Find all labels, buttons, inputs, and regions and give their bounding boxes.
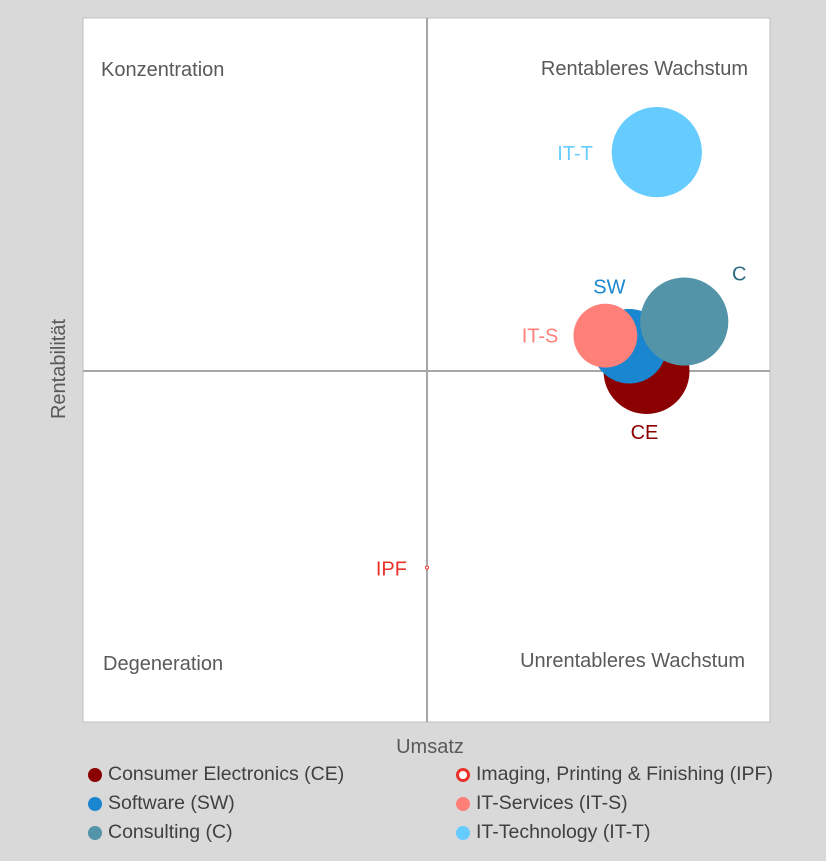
quadrant-label-top-left: Konzentration: [101, 59, 224, 81]
quadrant-label-bottom-right: Unrentableres Wachstum: [520, 650, 745, 672]
legend-item-c[interactable]: Consulting (C): [88, 818, 233, 847]
legend-label: Software (SW): [108, 792, 235, 814]
bubble-series: CE IPF SW IT-S C IT-T: [376, 107, 746, 581]
bubble-c[interactable]: [640, 277, 729, 366]
legend-marker-it-t-icon: [456, 825, 470, 840]
data-label-ce: CE: [631, 422, 659, 444]
legend-label: Imaging, Printing & Finishing (IPF): [476, 763, 773, 785]
bubble-ipf[interactable]: [424, 565, 430, 570]
bubble-it-t[interactable]: [611, 107, 702, 198]
data-label-it-t: IT-T: [557, 143, 593, 165]
legend-item-it-s[interactable]: IT-Services (IT-S): [456, 789, 628, 818]
data-label-c: C: [732, 264, 746, 286]
legend-item-sw[interactable]: Software (SW): [88, 789, 235, 818]
legend-label: IT-Services (IT-S): [476, 792, 628, 814]
data-label-ipf: IPF: [376, 559, 407, 581]
quadrant-label-top-right: Rentableres Wachstum: [541, 58, 748, 80]
y-axis-title: Rentabilität: [48, 319, 70, 420]
legend-item-ce[interactable]: Consumer Electronics (CE): [88, 760, 344, 789]
data-label-it-s: IT-S: [522, 326, 559, 348]
bubble-it-s[interactable]: [573, 303, 638, 368]
legend-marker-sw-icon: [88, 796, 102, 811]
legend-item-it-t[interactable]: IT-Technology (IT-T): [456, 818, 650, 847]
legend-label: Consumer Electronics (CE): [108, 763, 345, 785]
legend-marker-c-icon: [88, 825, 102, 840]
legend-item-ipf[interactable]: Imaging, Printing & Finishing (IPF): [456, 760, 773, 789]
data-label-sw: SW: [593, 276, 625, 298]
chart-legend: Consumer Electronics (CE) Imaging, Print…: [88, 760, 818, 855]
legend-marker-ipf-icon: [456, 767, 470, 782]
legend-label: Consulting (C): [108, 821, 233, 843]
x-axis-title: Umsatz: [396, 736, 464, 758]
legend-marker-it-s-icon: [456, 796, 470, 811]
quadrant-label-bottom-left: Degeneration: [103, 653, 223, 675]
legend-marker-ce-icon: [88, 767, 102, 782]
legend-label: IT-Technology (IT-T): [476, 821, 651, 843]
